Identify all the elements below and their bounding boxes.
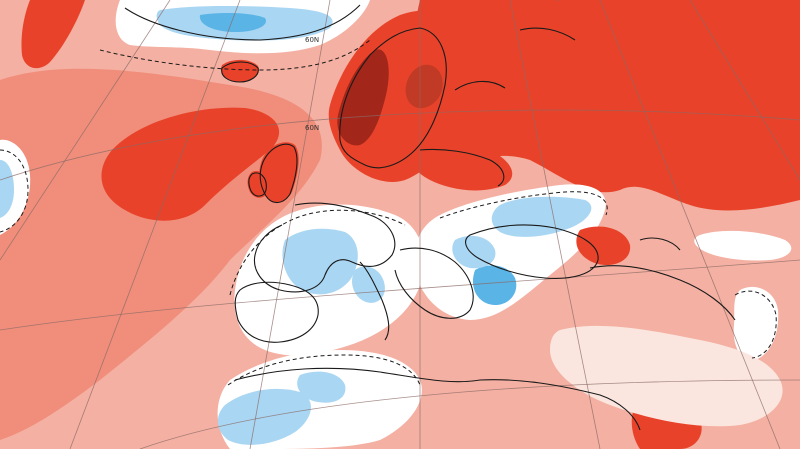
- graticule-label-1: 60N: [305, 36, 319, 44]
- anomaly-region-finland-extreme: [405, 64, 443, 109]
- anomaly-region-east-cool-2: [694, 230, 792, 261]
- anomaly-region-aegean-cold: [452, 235, 496, 269]
- anomaly-region-northwest: [21, 0, 85, 69]
- graticule-label-2: 60N: [305, 124, 319, 132]
- anomaly-region-middle-east: [576, 226, 631, 266]
- anomaly-region-east-cool: [733, 286, 779, 361]
- anomaly-region-algeria-cold: [297, 371, 346, 403]
- anomaly-region-italy-cool: [352, 266, 385, 303]
- anomaly-region-russia: [409, 0, 800, 211]
- anomaly-region-iceland: [221, 59, 259, 82]
- anomaly-region-baltic: [406, 130, 513, 191]
- anomaly-region-uk: [259, 142, 299, 203]
- anomaly-region-norway-extreme: [337, 49, 389, 146]
- anomaly-region-north-atlantic: [101, 107, 280, 221]
- anomaly-region-west-edge-cold: [0, 160, 14, 218]
- coastlines: [124, 4, 736, 431]
- anomaly-region-arabia: [550, 325, 783, 427]
- anomaly-region-black-sea-cold: [491, 196, 592, 237]
- anomaly-contours: [0, 39, 777, 386]
- anomaly-region-france-cold: [282, 228, 358, 295]
- anomaly-region-greenland-coldest: [199, 13, 266, 32]
- anomaly-region-greece-cold: [472, 265, 517, 305]
